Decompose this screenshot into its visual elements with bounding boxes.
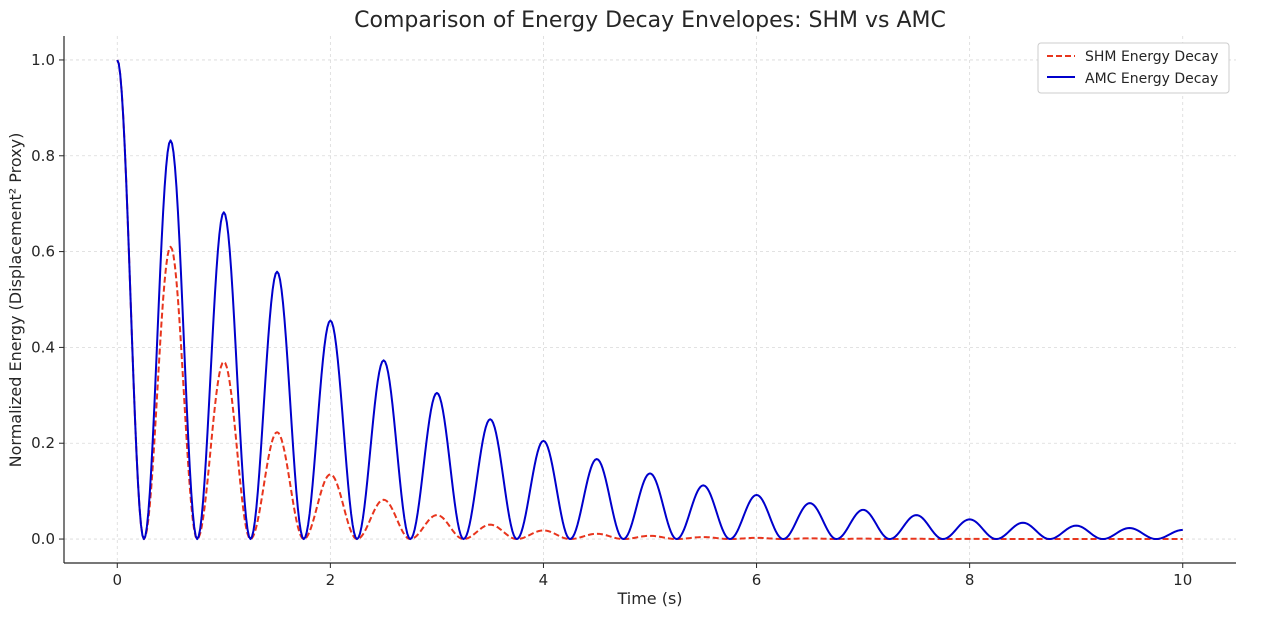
y-ticks: 0.0 0.2 0.4 0.6 0.8 1.0	[31, 51, 64, 548]
x-axis-label: Time (s)	[616, 589, 682, 608]
x-tick-label: 8	[965, 571, 975, 589]
legend-box	[1037, 42, 1230, 94]
x-tick-label: 6	[752, 571, 762, 589]
x-ticks: 0 2 4 6 8 10	[112, 563, 1192, 589]
x-tick-label: 0	[112, 571, 122, 589]
shm-energy-line	[116, 59, 1183, 541]
y-tick-label: 0.4	[31, 338, 55, 356]
legend-label-amc: AMC Energy Decay	[1085, 71, 1218, 87]
y-tick-label: 0.0	[31, 530, 55, 548]
x-tick-label: 10	[1173, 571, 1192, 589]
legend-label-shm: SHM Energy Decay	[1085, 49, 1218, 65]
x-tick-label: 4	[539, 571, 549, 589]
chart-title: Comparison of Energy Decay Envelopes: SH…	[354, 8, 946, 33]
y-tick-label: 0.2	[31, 434, 55, 452]
x-tick-label: 2	[326, 571, 336, 589]
amc-energy-line	[116, 59, 1183, 541]
y-tick-label: 0.6	[31, 243, 55, 261]
legend: SHM Energy Decay AMC Energy Decay	[1037, 42, 1230, 94]
y-tick-label: 1.0	[31, 51, 55, 69]
y-tick-label: 0.8	[31, 147, 55, 165]
y-axis-label: Normalized Energy (Displacement² Proxy)	[6, 133, 25, 468]
series-lines	[116, 59, 1183, 541]
